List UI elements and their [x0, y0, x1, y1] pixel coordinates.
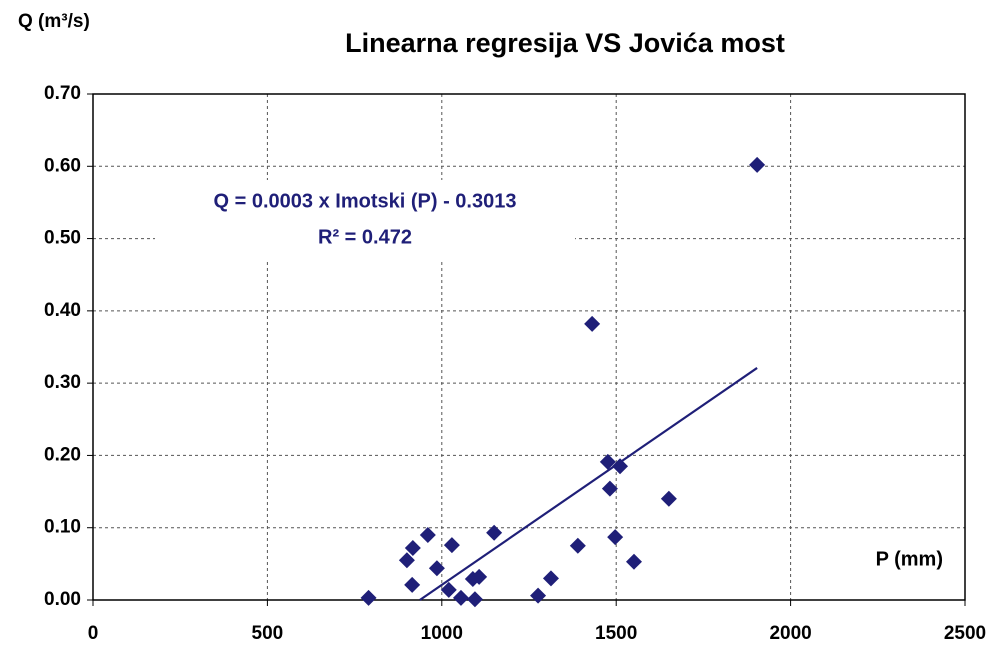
point	[612, 458, 629, 475]
y-tick-label: 0.10	[44, 517, 81, 538]
x-axis-label: P (mm)	[876, 548, 943, 570]
point	[486, 524, 503, 541]
r-squared: R² = 0.472	[318, 226, 412, 248]
y-tick-label: 0.40	[44, 300, 81, 321]
y-tick-label: 0.60	[44, 155, 81, 176]
point	[660, 490, 677, 507]
y-axis-label: Q (m³/s)	[18, 11, 90, 32]
trendline	[419, 367, 758, 601]
point	[466, 591, 483, 608]
point	[440, 581, 457, 598]
point	[428, 560, 445, 577]
y-tick-label: 0.00	[44, 589, 81, 610]
point	[749, 156, 766, 173]
chart-title: Linearna regresija VS Jovića most	[345, 28, 785, 58]
point	[569, 537, 586, 554]
x-tick-label: 2500	[944, 623, 986, 644]
point	[542, 570, 559, 587]
x-tick-label: 500	[252, 623, 284, 644]
x-tick-label: 1500	[595, 623, 637, 644]
point	[584, 315, 601, 332]
point	[599, 453, 616, 470]
plot-border	[92, 93, 966, 601]
x-tick-label: 2000	[769, 623, 811, 644]
annotation-box	[155, 180, 575, 262]
point	[419, 526, 436, 543]
point	[452, 589, 469, 606]
point	[404, 539, 421, 556]
y-tick-label: 0.50	[44, 228, 81, 249]
point	[601, 480, 618, 497]
point	[404, 576, 421, 593]
y-tick-label: 0.70	[44, 83, 81, 104]
point	[443, 537, 460, 554]
y-tick-label: 0.20	[44, 444, 81, 465]
x-tick-label: 1000	[421, 623, 463, 644]
equation: Q = 0.0003 x Imotski (P) - 0.3013	[214, 190, 517, 212]
point	[471, 568, 488, 585]
point	[398, 552, 415, 569]
point	[360, 589, 377, 606]
point	[530, 587, 547, 604]
point	[607, 529, 624, 546]
y-tick-label: 0.30	[44, 372, 81, 393]
x-tick-label: 0	[88, 623, 99, 644]
point	[625, 553, 642, 570]
